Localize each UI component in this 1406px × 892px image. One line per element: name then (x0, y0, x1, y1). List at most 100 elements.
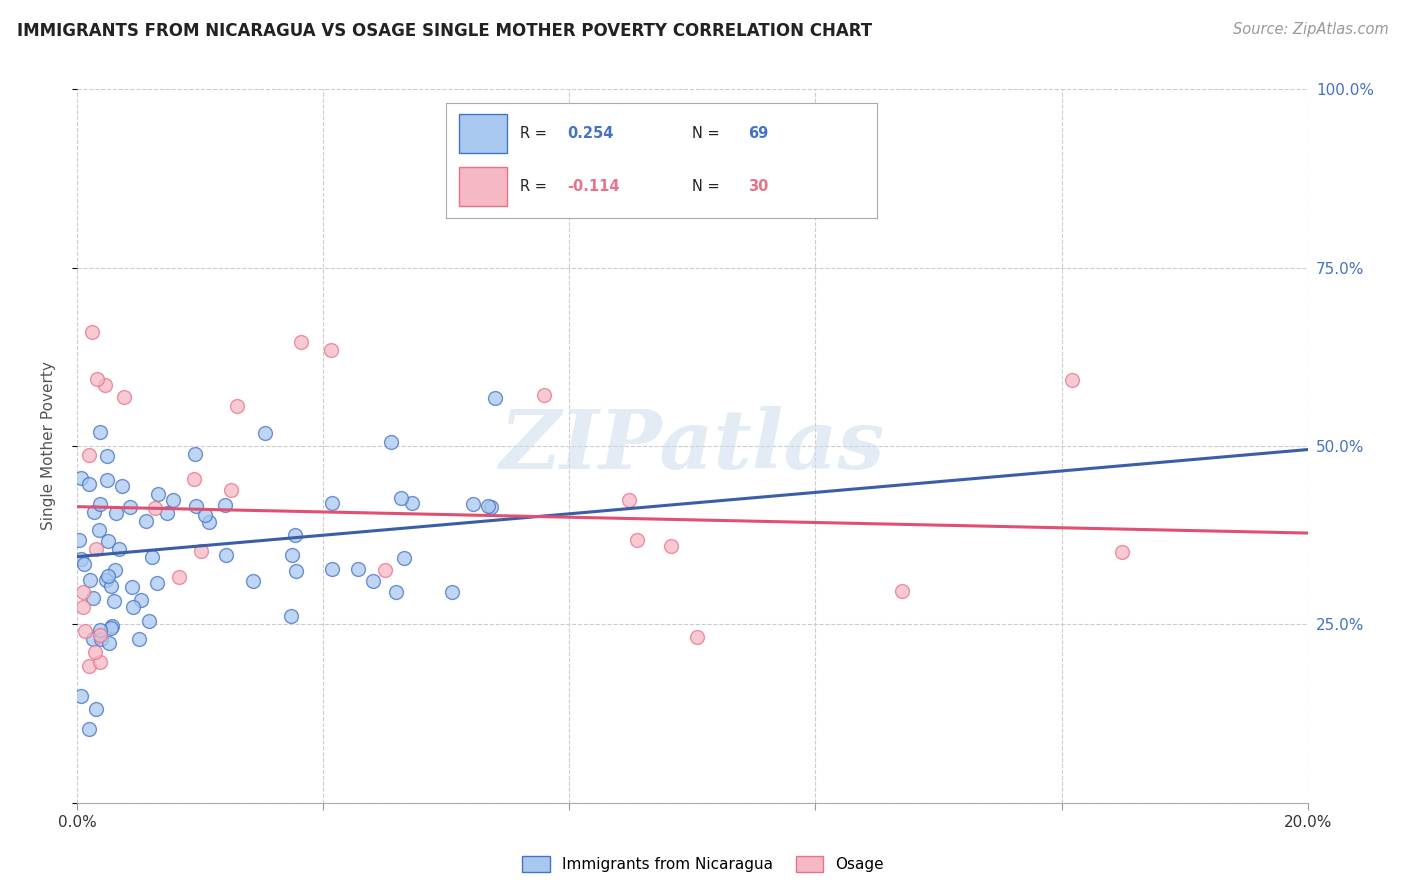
Point (82, 591, 104, 606)
Point (82, 632, 104, 646)
Text: Source: ZipAtlas.com: Source: ZipAtlas.com (1233, 22, 1389, 37)
Point (77, 477, 100, 491)
Point (100, 621, 122, 635)
Point (280, 609, 302, 624)
Point (77, 722, 100, 736)
Point (394, 551, 416, 566)
Point (156, 506, 179, 520)
Point (67, 533, 90, 548)
Point (374, 563, 396, 577)
Point (118, 500, 141, 515)
Point (290, 334, 312, 349)
Point (79, 573, 101, 587)
Point (184, 499, 207, 513)
Point (89, 497, 111, 511)
Point (214, 548, 236, 562)
Point (686, 630, 709, 644)
Point (141, 549, 163, 564)
Point (214, 498, 236, 512)
Point (254, 425, 277, 440)
Point (84, 702, 107, 716)
Point (477, 499, 499, 513)
Point (463, 498, 485, 512)
Point (146, 575, 169, 590)
Point (380, 435, 402, 450)
Point (281, 548, 304, 562)
Point (73, 624, 96, 638)
Point (112, 390, 135, 404)
Point (83, 505, 105, 519)
Point (105, 506, 128, 520)
Point (219, 483, 242, 498)
Point (626, 533, 648, 548)
Point (129, 593, 152, 607)
Point (319, 343, 342, 357)
Point (384, 585, 406, 599)
Point (321, 561, 343, 575)
Point (198, 516, 221, 530)
Point (100, 619, 122, 633)
Point (108, 541, 131, 556)
Point (361, 574, 384, 588)
Point (167, 570, 190, 584)
Point (80, 325, 103, 339)
Point (89, 628, 111, 642)
Point (79, 659, 101, 673)
Point (84, 645, 107, 659)
Point (100, 579, 122, 593)
Point (346, 561, 368, 575)
Point (84, 541, 107, 556)
Point (533, 388, 555, 402)
Point (321, 496, 343, 510)
Point (122, 599, 145, 614)
Point (440, 585, 463, 599)
Point (97, 533, 120, 548)
Point (89, 624, 111, 638)
Point (69, 689, 91, 703)
Point (90, 632, 112, 647)
Point (96, 449, 118, 463)
Point (87, 524, 110, 538)
Point (98, 636, 121, 650)
Point (190, 544, 212, 558)
Y-axis label: Single Mother Poverty: Single Mother Poverty (42, 361, 56, 531)
Point (72, 585, 94, 599)
Point (89, 425, 111, 439)
Point (70, 470, 93, 484)
Text: IMMIGRANTS FROM NICARAGUA VS OSAGE SINGLE MOTHER POVERTY CORRELATION CHART: IMMIGRANTS FROM NICARAGUA VS OSAGE SINGL… (17, 22, 872, 40)
Point (86, 372, 108, 386)
Point (162, 492, 184, 507)
Point (1062, 373, 1084, 387)
Point (72, 599, 94, 614)
Point (104, 563, 127, 577)
Point (225, 399, 247, 413)
Point (242, 574, 264, 588)
Point (183, 472, 205, 486)
Point (77, 448, 100, 462)
Point (401, 496, 423, 510)
Point (135, 515, 157, 529)
Point (285, 564, 308, 578)
Legend: Immigrants from Nicaragua, Osage: Immigrants from Nicaragua, Osage (515, 848, 891, 880)
Point (1111, 545, 1133, 559)
Point (184, 447, 207, 461)
Point (97, 569, 120, 583)
Point (138, 615, 160, 629)
Point (89, 655, 111, 669)
Point (70, 552, 93, 566)
Point (284, 528, 307, 542)
Point (128, 632, 150, 646)
Point (111, 479, 134, 493)
Point (103, 594, 125, 608)
Point (73, 557, 96, 571)
Point (194, 508, 217, 522)
Point (481, 500, 503, 514)
Point (121, 580, 143, 594)
Point (659, 539, 682, 553)
Text: ZIPatlas: ZIPatlas (499, 406, 886, 486)
Point (94, 573, 117, 587)
Point (484, 391, 506, 405)
Point (143, 501, 166, 516)
Point (148, 487, 170, 501)
Point (96, 473, 118, 487)
